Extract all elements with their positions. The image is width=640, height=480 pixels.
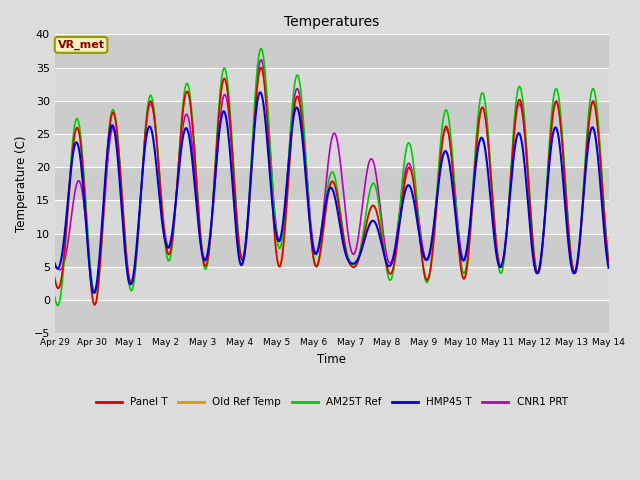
- Title: Temperatures: Temperatures: [284, 15, 380, 29]
- Text: VR_met: VR_met: [58, 40, 104, 50]
- Bar: [55, 267, 609, 300]
- Bar: [55, 200, 609, 234]
- Y-axis label: Temperature (C): Temperature (C): [15, 135, 28, 232]
- Bar: [55, 101, 609, 134]
- X-axis label: Time: Time: [317, 352, 346, 366]
- Legend: Panel T, Old Ref Temp, AM25T Ref, HMP45 T, CNR1 PRT: Panel T, Old Ref Temp, AM25T Ref, HMP45 …: [92, 393, 572, 411]
- Bar: [55, 167, 609, 200]
- Bar: [55, 68, 609, 101]
- Bar: [55, 134, 609, 167]
- Bar: [55, 234, 609, 267]
- Bar: [55, 35, 609, 68]
- Bar: [55, 300, 609, 333]
